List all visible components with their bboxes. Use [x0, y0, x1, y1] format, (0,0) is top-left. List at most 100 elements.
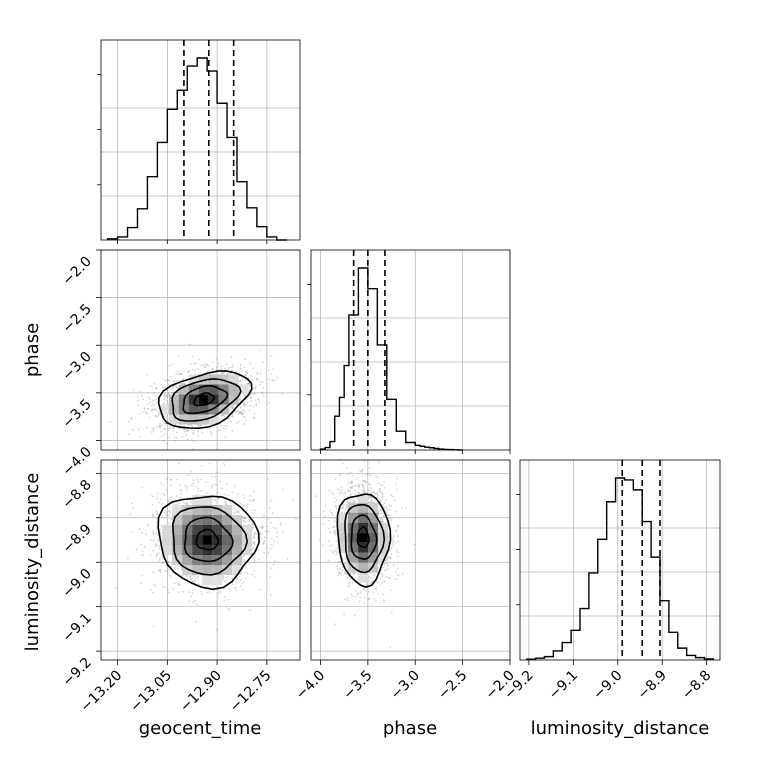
scatter-point: [370, 498, 372, 501]
scatter-point: [275, 535, 278, 538]
scatter-point: [164, 379, 167, 382]
density-cell: [212, 565, 223, 575]
scatter-point: [152, 515, 155, 518]
scatter-point: [371, 501, 373, 503]
scatter-point: [232, 404, 234, 407]
scatter-point: [363, 488, 365, 491]
scatter-point: [239, 407, 242, 409]
scatter-point: [358, 600, 361, 603]
scatter-point: [228, 588, 231, 590]
scatter-point: [234, 586, 237, 589]
scatter-point: [193, 430, 196, 432]
scatter-point: [222, 414, 225, 417]
scatter-point: [339, 568, 342, 571]
scatter-point: [381, 484, 384, 487]
scatter-point: [244, 419, 247, 422]
scatter-point: [185, 434, 188, 436]
scatter-point: [367, 590, 370, 593]
scatter-point: [208, 591, 211, 593]
scatter-point: [162, 585, 165, 588]
scatter-point: [346, 451, 348, 453]
scatter-point: [349, 572, 352, 575]
scatter-point: [362, 490, 365, 492]
scatter-point: [253, 417, 256, 419]
scatter-point: [137, 404, 140, 406]
scatter-point: [242, 409, 245, 412]
scatter-point: [115, 587, 117, 590]
scatter-point: [129, 513, 132, 516]
density-cell: [238, 384, 249, 395]
scatter-point: [223, 420, 226, 423]
scatter-point: [238, 399, 241, 402]
density-cell: [172, 515, 183, 525]
scatter-point: [180, 489, 183, 492]
scatter-point: [177, 370, 180, 373]
scatter-point: [369, 496, 372, 499]
scatter-point: [243, 560, 246, 562]
density-cell: [338, 512, 349, 523]
scatter-point: [335, 540, 338, 542]
scatter-point: [348, 500, 351, 503]
scatter-point: [167, 394, 169, 397]
scatter-point: [338, 560, 341, 563]
scatter-point: [252, 547, 254, 550]
scatter-point: [155, 387, 158, 390]
scatter-point: [173, 380, 176, 383]
scatter-point: [190, 579, 193, 581]
scatter-point: [225, 502, 228, 504]
scatter-point: [272, 563, 275, 566]
scatter-point: [243, 403, 246, 406]
scatter-point: [169, 478, 172, 481]
scatter-point: [185, 503, 188, 505]
scatter-point: [397, 555, 399, 557]
density-cell: [368, 542, 379, 553]
scatter-point: [173, 436, 176, 439]
density-cell: [232, 565, 243, 575]
density-cell: [348, 522, 359, 533]
scatter-point: [354, 489, 356, 491]
scatter-point: [361, 468, 364, 471]
scatter-point: [356, 592, 359, 595]
scatter-point: [168, 560, 171, 563]
scatter-point: [246, 506, 248, 509]
scatter-point: [373, 574, 375, 576]
scatter-point: [139, 413, 141, 415]
scatter-point: [156, 416, 158, 419]
scatter-point: [251, 573, 254, 576]
scatter-point: [165, 396, 168, 398]
scatter-point: [242, 416, 245, 418]
scatter-point: [240, 412, 243, 414]
scatter-point: [363, 486, 365, 488]
scatter-point: [356, 593, 359, 596]
scatter-point: [363, 489, 366, 492]
scatter-point: [334, 517, 336, 519]
scatter-point: [244, 374, 247, 377]
scatter-point: [388, 556, 390, 559]
scatter-point: [222, 577, 225, 580]
density-cell: [168, 414, 179, 425]
scatter-point: [247, 523, 250, 526]
scatter-point: [258, 401, 261, 403]
scatter-point: [370, 577, 372, 579]
scatter-point: [385, 499, 387, 502]
scatter-point: [253, 532, 256, 534]
density-cell: [192, 545, 203, 555]
scatter-point: [159, 528, 162, 530]
density-cell: [178, 384, 189, 395]
scatter-point: [155, 543, 158, 546]
density-cell: [182, 545, 193, 555]
scatter-point: [169, 484, 172, 487]
scatter-point: [153, 382, 156, 385]
scatter-point: [384, 569, 387, 572]
scatter-point: [193, 575, 196, 578]
scatter-point: [169, 376, 172, 378]
scatter-point: [381, 518, 384, 521]
scatter-point: [153, 408, 156, 411]
scatter-point: [337, 447, 339, 449]
scatter-point: [346, 565, 349, 568]
scatter-point: [272, 368, 275, 371]
scatter-point: [168, 427, 171, 430]
density-cell: [182, 555, 193, 565]
scatter-point: [166, 442, 168, 445]
scatter-point: [382, 504, 385, 506]
